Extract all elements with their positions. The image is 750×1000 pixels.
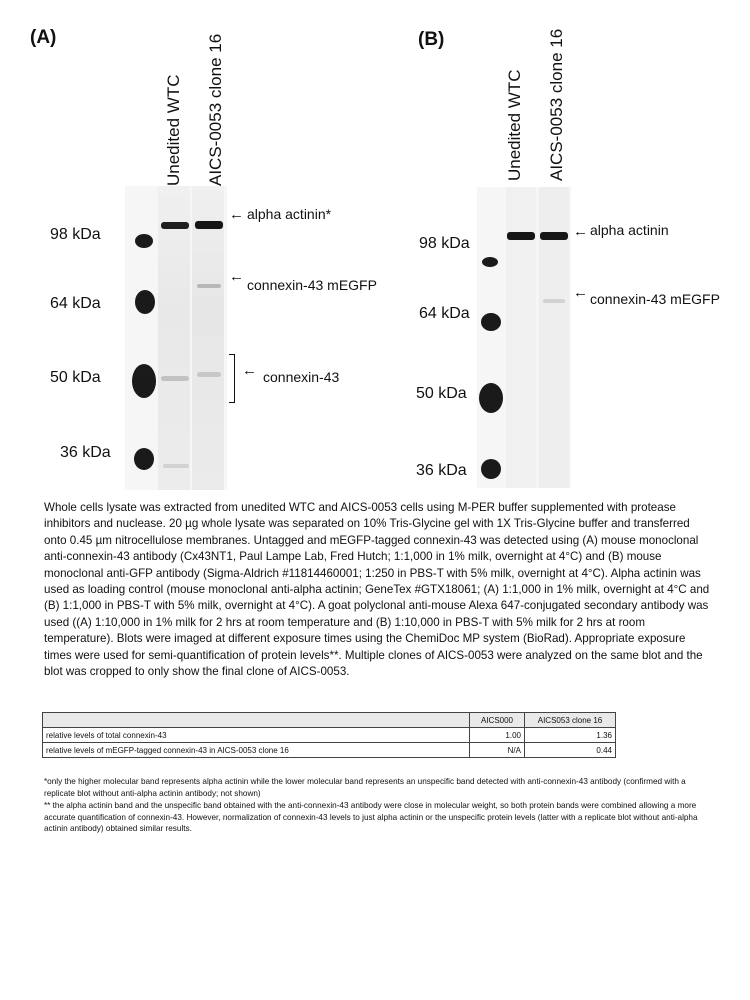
arrow-icon: ←	[573, 284, 588, 301]
ladder-band	[482, 257, 498, 267]
panel-a-lane-clone	[192, 186, 224, 490]
panel-a-marker-50: 50 kDa	[50, 369, 101, 386]
panel-a-marker-64: 64 kDa	[50, 295, 101, 312]
panel-b-marker-36: 36 kDa	[416, 462, 467, 479]
table-header-cell: AICS053 clone 16	[524, 712, 616, 728]
footnote: *only the higher molecular band represen…	[44, 777, 686, 798]
mEGFP-band	[543, 299, 565, 303]
ladder-band	[134, 448, 154, 470]
table-cell: N/A	[469, 742, 525, 758]
table-row: relative levels of total connexin-43 1.0…	[42, 727, 616, 743]
arrow-icon: ←	[242, 362, 257, 379]
ladder-band	[481, 459, 501, 479]
connexin-43-band	[197, 372, 221, 377]
table-cell: relative levels of mEGFP-tagged connexin…	[42, 742, 470, 758]
panel-b-marker-64: 64 kDa	[419, 305, 470, 322]
panel-a-lane-2-label: AICS-0053 clone 16	[206, 33, 225, 186]
table-cell: relative levels of total connexin-43	[42, 727, 470, 743]
panel-a-lane-wtc	[158, 186, 190, 490]
panel-b-alpha-actinin-label: alpha actinin	[590, 222, 669, 238]
panel-a-marker-36: 36 kDa	[60, 444, 111, 461]
panel-b-label: (B)	[418, 29, 445, 50]
table-header-cell: AICS000	[469, 712, 525, 728]
ladder-band	[481, 313, 501, 331]
table-row: relative levels of mEGFP-tagged connexin…	[42, 742, 616, 758]
ladder-band	[135, 290, 155, 314]
footnote: ** the alpha actinin band and the unspec…	[44, 801, 698, 834]
panel-a-lane-1-label: Unedited WTC	[164, 74, 183, 186]
footnotes: *only the higher molecular band represen…	[44, 776, 710, 836]
connexin-43-band	[161, 376, 189, 381]
panel-b-lane-1-label: Unedited WTC	[505, 69, 524, 181]
panel-b-lane-2-label: AICS-0053 clone 16	[547, 28, 566, 181]
results-table: AICS000 AICS053 clone 16 relative levels…	[42, 712, 616, 758]
panel-b-marker-50: 50 kDa	[416, 385, 467, 402]
mEGFP-band	[197, 284, 221, 288]
table-cell: 1.36	[524, 727, 616, 743]
panel-a-alpha-actinin-label: alpha actinin*	[247, 206, 332, 222]
arrow-icon: ←	[573, 223, 588, 240]
panel-a-label: (A)	[30, 27, 57, 48]
arrow-icon: ←	[229, 268, 244, 285]
arrow-icon: ←	[229, 206, 244, 223]
faint-band	[163, 464, 189, 468]
panel-b-mEGFP-label: connexin-43 mEGFP	[590, 291, 720, 307]
panel-b-marker-98: 98 kDa	[419, 235, 470, 252]
alpha-actinin-band	[540, 232, 568, 240]
panel-b-blot	[477, 187, 571, 488]
ladder-band	[479, 383, 503, 413]
panel-a-mEGFP-label: connexin-43 mEGFP	[247, 277, 377, 293]
ladder-band	[135, 234, 153, 248]
bracket	[229, 354, 235, 403]
table-cell: 0.44	[524, 742, 616, 758]
table-header-cell	[42, 712, 470, 728]
table-cell: 1.00	[469, 727, 525, 743]
alpha-actinin-band	[161, 222, 189, 229]
table-header-row: AICS000 AICS053 clone 16	[42, 712, 616, 728]
alpha-actinin-band	[507, 232, 535, 240]
panel-a-blot	[125, 186, 227, 490]
panel-a-marker-98: 98 kDa	[50, 226, 101, 243]
panel-a-connexin-43-label: connexin-43	[263, 369, 340, 385]
ladder-band	[132, 364, 156, 398]
methods-paragraph: Whole cells lysate was extracted from un…	[44, 501, 710, 679]
alpha-actinin-band	[195, 221, 223, 229]
